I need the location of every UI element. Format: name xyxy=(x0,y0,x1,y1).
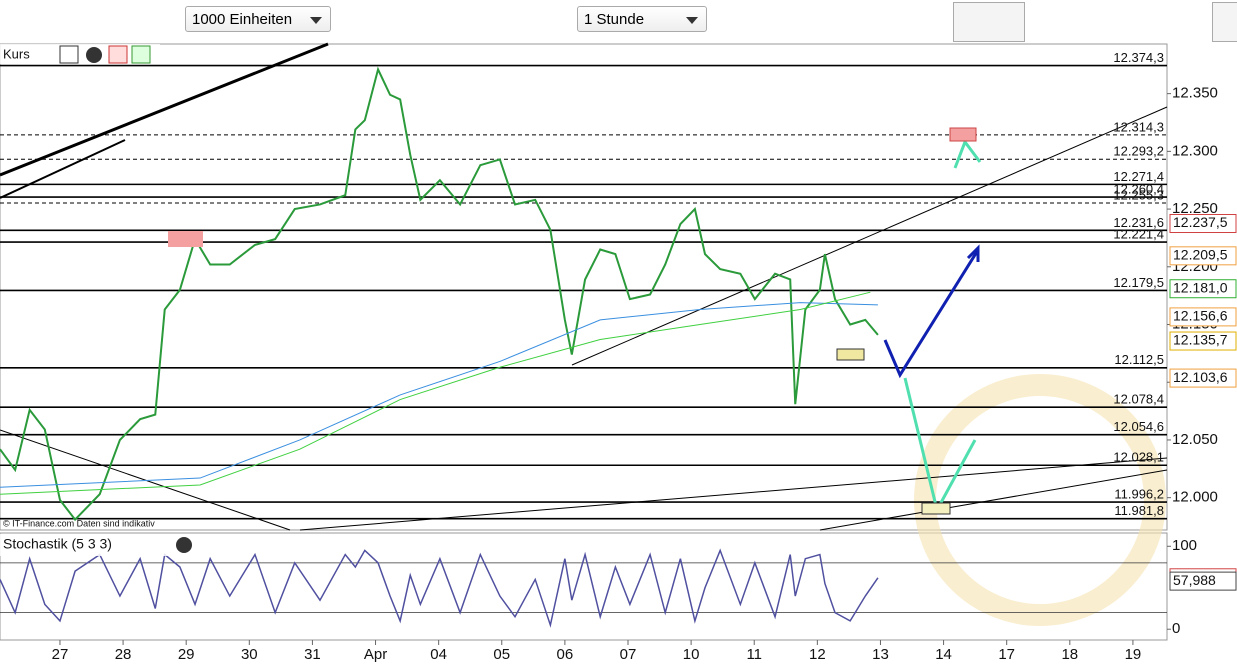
level-label: 12.260,4 xyxy=(1113,182,1164,197)
x-tick-label: 04 xyxy=(430,646,447,663)
x-tick-label: Apr xyxy=(364,646,387,663)
panel-label: Kurs xyxy=(3,46,30,61)
level-label: 12.271,4 xyxy=(1113,169,1164,184)
y-tick-label: 100 xyxy=(1172,537,1197,554)
price-tag xyxy=(1169,571,1237,591)
y-tick-label: 12.350 xyxy=(1172,85,1218,102)
x-tick-label: 06 xyxy=(557,646,574,663)
level-label: 12.054,6 xyxy=(1113,419,1164,434)
interval-dropdown[interactable]: 1 Stunde xyxy=(577,6,707,32)
x-tick-label: 18 xyxy=(1061,646,1078,663)
price-tag xyxy=(1169,331,1237,351)
target-box xyxy=(168,231,203,247)
price-tag-label: 12.135,7 xyxy=(1173,332,1228,348)
forecast-arrow xyxy=(883,249,980,379)
x-tick-label: 07 xyxy=(620,646,637,663)
x-tick-label: 30 xyxy=(241,646,258,663)
target-box xyxy=(836,348,865,361)
trend-line xyxy=(0,139,126,199)
price-tag-label: 12.237,5 xyxy=(1173,214,1228,230)
units-dropdown[interactable]: 1000 Einheiten xyxy=(185,6,331,32)
x-tick-label: 31 xyxy=(304,646,321,663)
level-label: 12.314,3 xyxy=(1113,119,1164,134)
panel-label: Stochastik (5 3 3) xyxy=(3,536,112,552)
refresh-button[interactable] xyxy=(1212,2,1237,42)
forecast-arrow xyxy=(953,138,982,169)
x-tick-label: 14 xyxy=(935,646,952,663)
x-tick-label: 19 xyxy=(1125,646,1142,663)
price-tag xyxy=(1169,368,1237,388)
price-tag xyxy=(1169,214,1237,234)
close-icon[interactable] xyxy=(86,47,102,63)
forecast-arrow xyxy=(966,244,980,262)
level-label: 11.996,2 xyxy=(1114,487,1164,502)
price-tag-label: 12.209,5 xyxy=(1173,247,1228,263)
price-tag-label: 57,988 xyxy=(1173,572,1216,588)
price-tag-label: 12.156,6 xyxy=(1173,308,1228,324)
series-line xyxy=(0,548,879,628)
series-line xyxy=(0,302,878,488)
icon[interactable] xyxy=(108,45,128,64)
level-label: 12.221,4 xyxy=(1113,227,1164,242)
x-tick-label: 28 xyxy=(115,646,132,663)
level-label: 12.179,5 xyxy=(1113,275,1164,290)
y-tick-label: 12.050 xyxy=(1172,431,1218,448)
level-label: 12.255,3 xyxy=(1113,187,1164,202)
level-label: 11.981,8 xyxy=(1114,503,1164,518)
target-box xyxy=(921,502,951,515)
y-tick-label: 12.250 xyxy=(1172,200,1218,217)
x-tick-label: 12 xyxy=(809,646,826,663)
icon[interactable] xyxy=(59,45,79,64)
x-tick-label: 27 xyxy=(52,646,69,663)
icon[interactable] xyxy=(131,45,151,64)
series-line xyxy=(0,66,879,522)
x-tick-label: 29 xyxy=(178,646,195,663)
price-tag-label: 12.103,6 xyxy=(1173,369,1228,385)
y-tick-label: 12.300 xyxy=(1172,142,1218,159)
x-tick-label: 17 xyxy=(998,646,1015,663)
trend-line xyxy=(571,106,1168,366)
x-tick-label: 05 xyxy=(493,646,510,663)
price-tag xyxy=(1169,279,1237,299)
panel-header xyxy=(0,534,198,556)
trend-line xyxy=(819,469,1168,531)
level-label: 12.293,2 xyxy=(1113,144,1164,159)
watermark: © IT-Finance.com Daten sind indikativ xyxy=(3,518,155,528)
y-tick-label: 12.000 xyxy=(1172,489,1218,506)
level-label: 12.078,4 xyxy=(1113,392,1164,407)
close-icon[interactable] xyxy=(176,537,192,553)
level-label: 12.028,1 xyxy=(1113,450,1164,465)
target-box xyxy=(949,127,977,142)
chart-type-button[interactable] xyxy=(953,2,1025,42)
level-label: 12.112,5 xyxy=(1114,352,1164,367)
level-label: 12.374,3 xyxy=(1113,50,1164,65)
series-line xyxy=(0,291,871,495)
level-label: 12.231,6 xyxy=(1113,215,1164,230)
y-tick-label: 0 xyxy=(1172,620,1180,637)
x-tick-label: 10 xyxy=(683,646,700,663)
x-tick-label: 11 xyxy=(746,646,762,663)
x-tick-label: 13 xyxy=(872,646,889,663)
price-tag xyxy=(1169,246,1237,266)
price-tag xyxy=(1169,307,1237,327)
watermark-logo xyxy=(914,374,1166,626)
price-tag-label: 12.181,0 xyxy=(1173,279,1228,295)
